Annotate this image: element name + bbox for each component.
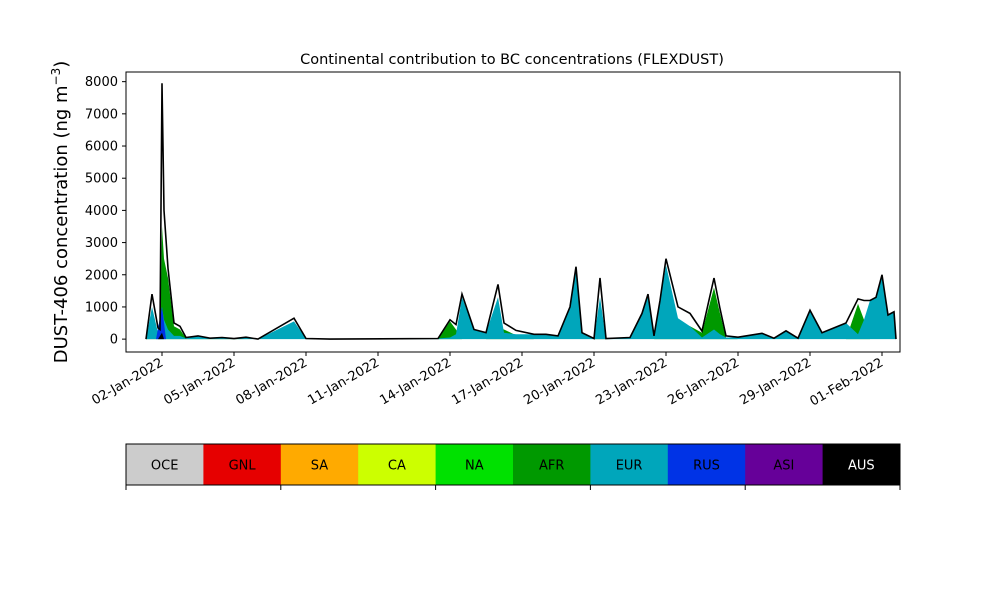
y-tick-label: 6000: [85, 140, 118, 155]
legend-label-asi: ASI: [773, 459, 794, 474]
x-tick-label: 29-Jan-2022: [737, 355, 814, 408]
y-tick-label: 3000: [85, 236, 118, 251]
x-tick-label: 11-Jan-2022: [305, 355, 382, 408]
y-tick-label: 0: [110, 333, 118, 348]
legend-label-sa: SA: [311, 459, 328, 474]
legend-swatch-na: [435, 444, 514, 485]
legend-swatch-aus: [822, 444, 901, 485]
area-series-afr: [146, 226, 882, 340]
x-axis-ticks: 02-Jan-202205-Jan-202208-Jan-202211-Jan-…: [89, 352, 886, 409]
legend-swatch-eur: [590, 444, 669, 485]
x-tick-label: 14-Jan-2022: [377, 355, 454, 408]
y-axis-ticks: 0 1000 2000 3000 4000 5000 6000 7000 8000: [85, 75, 126, 348]
legend-swatch-oce: [126, 444, 204, 485]
y-axis-label-superscript: −3: [49, 68, 63, 86]
x-tick-label: 17-Jan-2022: [449, 355, 526, 408]
y-tick-label: 2000: [85, 268, 118, 283]
y-tick-label: 4000: [85, 204, 118, 219]
legend-label-gnl: GNL: [229, 459, 257, 474]
y-axis-label-text: DUST-406 concentration (ng m: [51, 85, 72, 363]
area-series-eur: [146, 265, 896, 340]
plot-frame: [125, 71, 901, 353]
y-axis-label-close: ): [51, 61, 72, 68]
legend-label-eur: EUR: [616, 459, 643, 474]
legend-swatch-sa: [280, 444, 359, 485]
region-colorbar-legend: OCE GNL SA CA NA AFR EUR RUS ASI AUS: [125, 443, 901, 490]
total-outline-line: [145, 83, 897, 340]
legend-label-aus: AUS: [848, 459, 875, 474]
chart-title: Continental contribution to BC concentra…: [300, 52, 724, 68]
legend-swatch-rus: [667, 444, 746, 485]
y-tick-label: 5000: [85, 172, 118, 187]
x-tick-label: 02-Jan-2022: [89, 355, 166, 408]
x-tick-label: 26-Jan-2022: [665, 355, 742, 408]
legend-swatch-ca: [358, 444, 437, 485]
x-tick-label: 23-Jan-2022: [593, 355, 670, 408]
legend-label-rus: RUS: [693, 459, 720, 474]
legend-label-na: NA: [465, 459, 484, 474]
y-tick-label: 8000: [85, 75, 118, 90]
legend-swatch-asi: [745, 444, 824, 485]
x-tick-label: 20-Jan-2022: [521, 355, 598, 408]
area-series-group: [146, 226, 896, 340]
y-axis-label: DUST-406 concentration (ng m−3): [49, 61, 72, 364]
x-tick-label: 05-Jan-2022: [161, 355, 238, 408]
y-tick-label: 7000: [85, 107, 118, 122]
legend-label-afr: AFR: [539, 459, 564, 474]
legend-label-oce: OCE: [151, 459, 179, 474]
legend-swatch-gnl: [203, 444, 282, 485]
colorbar-frame: [125, 443, 901, 486]
x-tick-label: 01-Feb-2022: [807, 355, 886, 409]
legend-swatch-afr: [513, 444, 591, 485]
legend-label-ca: CA: [388, 459, 406, 474]
y-tick-label: 1000: [85, 300, 118, 315]
x-tick-label: 08-Jan-2022: [233, 355, 310, 408]
